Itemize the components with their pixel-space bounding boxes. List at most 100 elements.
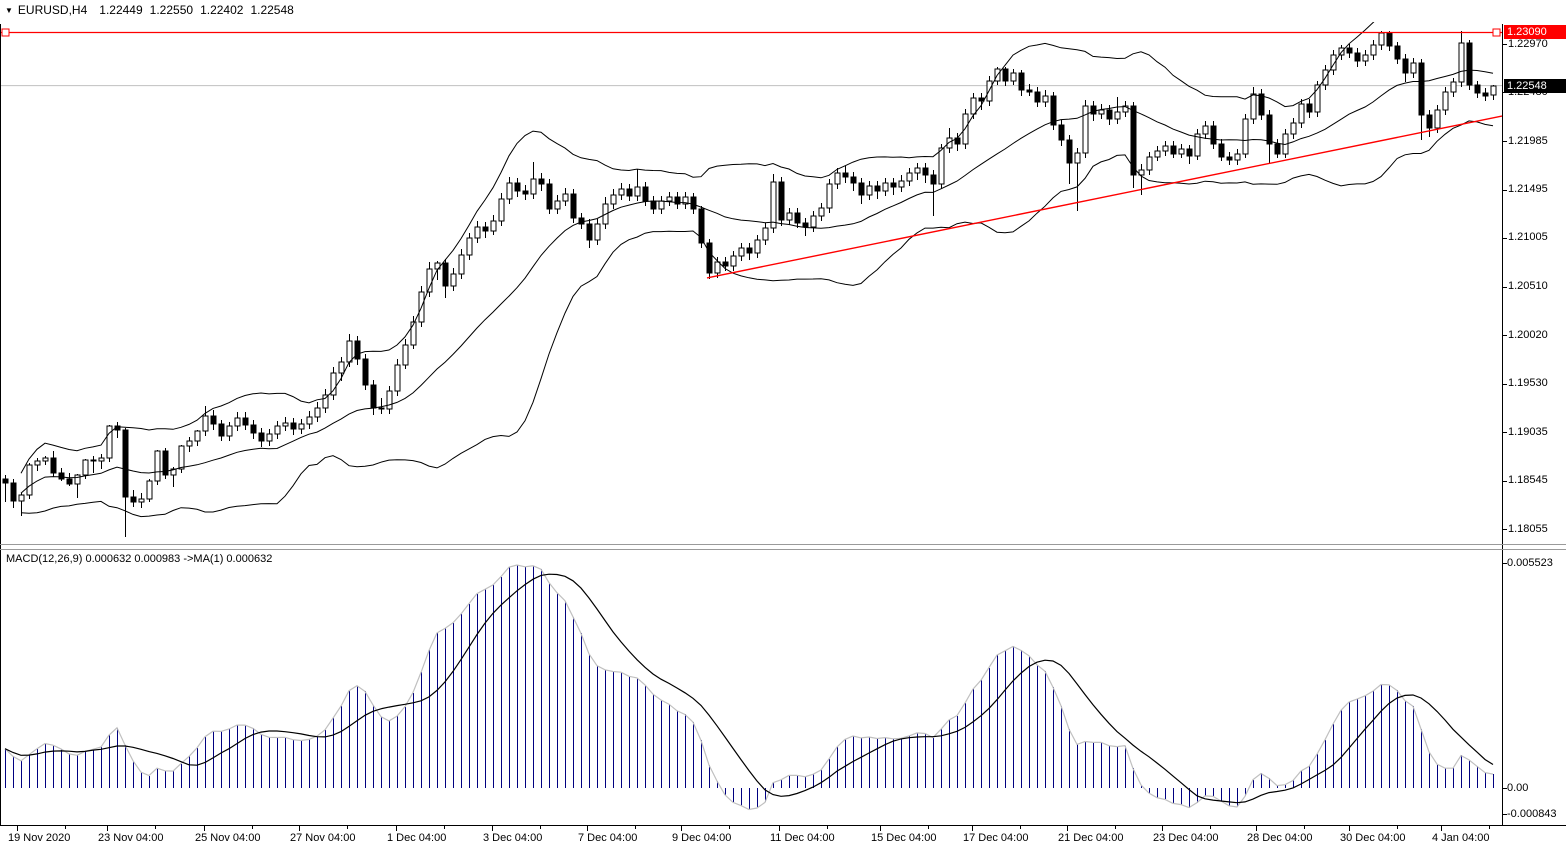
candle-bullish — [1234, 153, 1241, 161]
trendline-object[interactable] — [706, 115, 1502, 279]
candle-bullish — [562, 193, 569, 202]
candle-bearish — [1354, 52, 1361, 62]
candle-bullish — [1298, 103, 1305, 124]
candle-bullish — [474, 226, 481, 239]
time-axis-label: 30 Dec 04:00 — [1340, 832, 1406, 844]
time-axis-label: 25 Nov 04:00 — [195, 832, 261, 844]
candle-bullish — [666, 196, 673, 202]
candle-bearish — [802, 222, 809, 228]
chart-frame — [0, 24, 1566, 831]
candle-bearish — [1130, 105, 1137, 176]
candle-bullish — [1314, 84, 1321, 113]
candle-bearish — [10, 482, 17, 502]
candle-bearish — [1258, 93, 1265, 116]
price-axis-label: 1.21495 — [1508, 183, 1548, 196]
candle-bullish — [762, 227, 769, 241]
candle-bullish — [906, 172, 913, 182]
quote-high: 1.22550 — [149, 3, 194, 17]
price-axis-label: 1.18055 — [1508, 522, 1548, 535]
candle-bullish — [490, 220, 497, 232]
candle-bearish — [706, 242, 713, 274]
price-axis-label: 1.20020 — [1508, 328, 1548, 341]
candle-bearish — [1474, 84, 1481, 94]
candle-bullish — [1370, 44, 1377, 56]
candle-bullish — [898, 180, 905, 188]
candle-bearish — [722, 261, 729, 267]
horizontal-line-object[interactable] — [0, 28, 1502, 37]
macd-axis-label: 0.005523 — [1507, 556, 1553, 569]
candle-bearish — [1306, 103, 1313, 113]
time-axis-label: 9 Dec 04:00 — [672, 832, 732, 844]
candle-bullish — [26, 464, 33, 496]
candle-bearish — [794, 212, 801, 224]
price-axis-label: 1.21985 — [1508, 134, 1548, 147]
candle-bullish — [1114, 111, 1121, 120]
price-axis-label: 1.19530 — [1508, 377, 1548, 390]
price-axis-label: 1.22970 — [1508, 37, 1548, 50]
candle-bearish — [482, 226, 489, 232]
candle-bearish — [690, 196, 697, 210]
candle-bearish — [1466, 42, 1473, 86]
candle-bullish — [1146, 156, 1153, 171]
candle-bullish — [314, 407, 321, 418]
bollinger-lower-band — [20, 120, 1494, 518]
macd-axis-label: 0.00 — [1507, 781, 1529, 794]
line-anchor-marker[interactable] — [1, 28, 10, 37]
candle-bullish — [818, 207, 825, 217]
hline-price-badge: 1.23090 — [1504, 25, 1566, 40]
candle-bullish — [226, 425, 233, 437]
candle-bullish — [34, 460, 41, 466]
candle-bearish — [1266, 114, 1273, 145]
candle-bearish — [58, 472, 65, 480]
candle-bearish — [378, 407, 385, 410]
candle-bearish — [586, 223, 593, 241]
candle-bullish — [18, 494, 25, 502]
candle-bearish — [746, 247, 753, 254]
candle-bearish — [90, 459, 97, 462]
candle-bullish — [1362, 54, 1369, 62]
time-axis-label: 21 Dec 04:00 — [1058, 832, 1124, 844]
candle-bearish — [1066, 139, 1073, 164]
candle-bearish — [354, 340, 361, 360]
macd-axis-label: -0.000843 — [1507, 807, 1557, 820]
candle-bearish — [1050, 95, 1057, 126]
candle-bullish — [282, 422, 289, 427]
candle-bullish — [426, 268, 433, 293]
candle-bearish — [850, 176, 857, 184]
candle-bullish — [1442, 91, 1449, 111]
candle-bullish — [1082, 105, 1089, 154]
price-axis-label: 1.21005 — [1508, 231, 1548, 244]
candle-bullish — [402, 344, 409, 366]
candle-bearish — [162, 450, 169, 476]
candle-bearish — [1418, 62, 1425, 116]
price-axis-label: 1.18545 — [1508, 474, 1548, 487]
candle-bullish — [594, 223, 601, 241]
candle-bullish — [730, 255, 737, 267]
candle-bullish — [178, 445, 185, 470]
candle-bullish — [914, 167, 921, 174]
time-axis-label: 11 Dec 04:00 — [770, 832, 835, 844]
candle-bullish — [634, 186, 641, 197]
price-panel[interactable] — [0, 10, 1502, 538]
candle-bullish — [1290, 122, 1297, 135]
quote-low: 1.22402 — [200, 3, 244, 17]
candle-bullish — [1042, 95, 1049, 103]
candle-bearish — [1106, 109, 1113, 120]
candle-bearish — [1034, 91, 1041, 103]
candle-bullish — [98, 457, 105, 462]
macd-panel[interactable] — [4, 564, 1494, 811]
candle-bearish — [1346, 47, 1353, 54]
candle-bullish — [1378, 32, 1385, 46]
candle-bullish — [610, 194, 617, 205]
candle-bullish — [506, 182, 513, 200]
candle-bullish — [1194, 133, 1201, 157]
candle-bullish — [962, 113, 969, 145]
time-axis-label: 1 Dec 04:00 — [387, 832, 447, 844]
candle-bearish — [650, 200, 657, 210]
candle-bullish — [1098, 109, 1105, 115]
candle-bearish — [1218, 143, 1225, 158]
line-anchor-marker[interactable] — [1492, 28, 1501, 37]
candle-bearish — [122, 429, 129, 498]
candle-bullish — [266, 433, 273, 442]
